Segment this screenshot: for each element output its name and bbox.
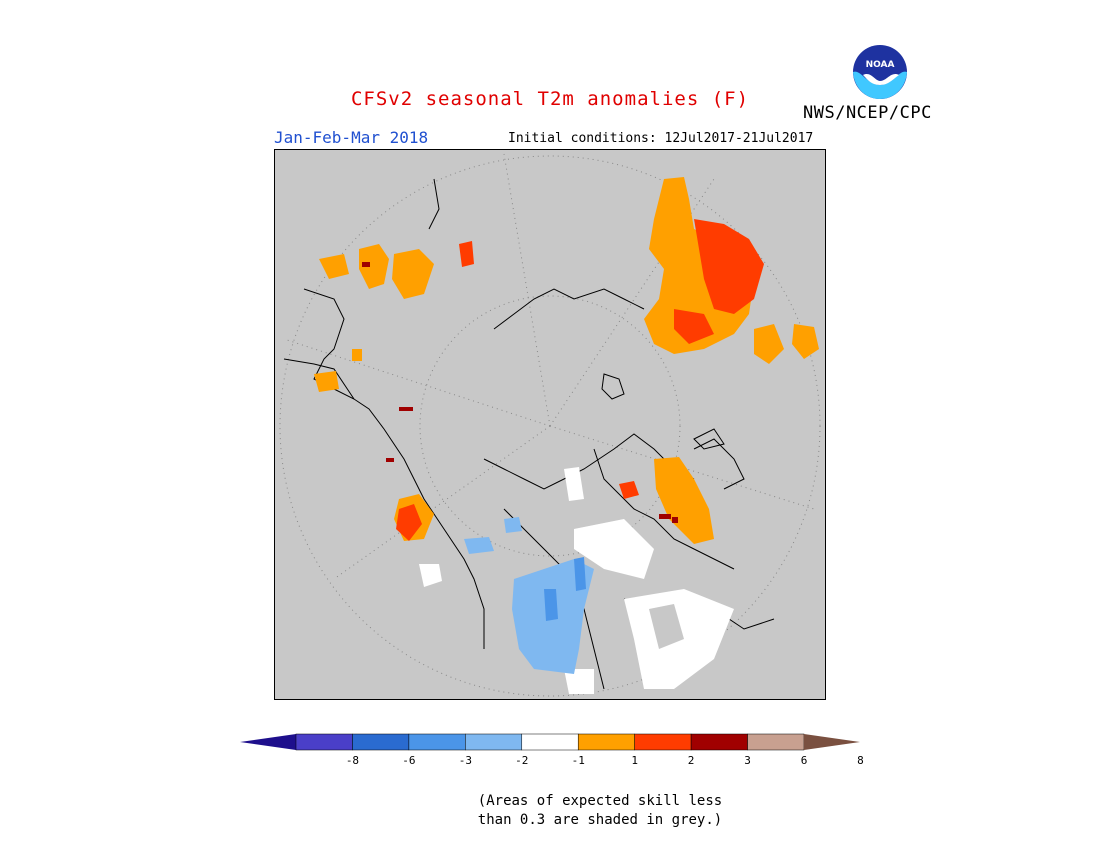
noaa-logo: NOAA	[850, 42, 910, 102]
skill-note: (Areas of expected skill less than 0.3 a…	[470, 792, 730, 830]
forecast-period: Jan-Feb-Mar 2018	[274, 128, 429, 147]
initial-conditions: Initial conditions: 12Jul2017-21Jul2017	[508, 131, 814, 146]
legend-box	[690, 733, 748, 751]
cooler-anomaly-areas	[544, 557, 586, 621]
legend-box	[408, 733, 466, 751]
legend-tick-label: -3	[458, 754, 472, 767]
legend-tick-label: 3	[744, 754, 751, 767]
warmer-anomaly-areas	[396, 219, 764, 541]
legend-tick-label: 2	[687, 754, 695, 767]
skill-note-line-1: (Areas of expected skill less	[477, 793, 723, 809]
legend-box	[577, 733, 635, 751]
legend-box	[465, 733, 523, 751]
legend-tick-label: -8	[345, 754, 360, 767]
legend-box	[295, 733, 353, 751]
legend-boxes	[295, 733, 805, 751]
legend-tick-label: 1	[631, 754, 638, 767]
legend-arrow-right	[804, 734, 860, 750]
grey-inset	[649, 604, 684, 649]
legend-box	[521, 733, 579, 751]
legend-tick-label: -1	[571, 754, 585, 767]
map-title: CFSv2 seasonal T2m anomalies (F)	[350, 88, 750, 110]
legend-tick-label: 6	[800, 754, 808, 767]
legend-arrow-left	[240, 734, 296, 750]
svg-text:NOAA: NOAA	[866, 60, 895, 70]
legend-box	[352, 733, 410, 751]
legend-box	[634, 733, 692, 751]
legend-tick-label: -2	[515, 754, 529, 767]
color-legend	[240, 733, 860, 751]
legend-box	[747, 733, 805, 751]
graticule	[279, 153, 821, 697]
skill-note-line-2: than 0.3 are shaded in grey.)	[477, 812, 723, 828]
strong-warm-anomaly-areas	[362, 262, 678, 523]
agency-label: NWS/NCEP/CPC	[803, 103, 932, 123]
polar-map	[274, 149, 826, 700]
legend-tick-label: 8	[857, 754, 864, 767]
legend-tick-label: -6	[402, 754, 416, 767]
